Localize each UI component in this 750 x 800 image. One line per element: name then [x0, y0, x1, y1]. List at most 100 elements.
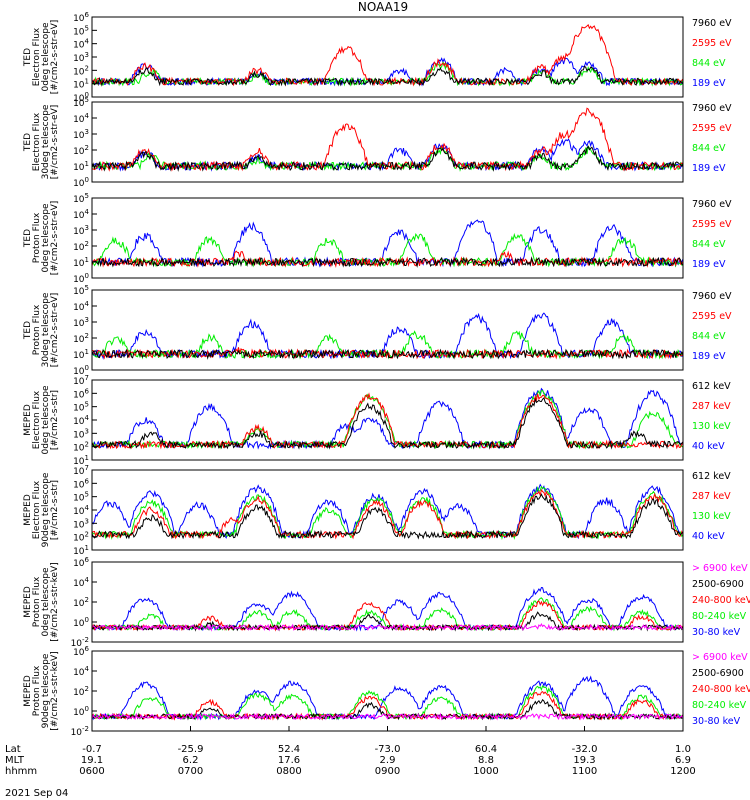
y-tick-label: 101 — [73, 256, 89, 269]
legend-entry: 240-800 keV — [692, 684, 750, 695]
y-tick-label: 107 — [73, 464, 89, 477]
y-tick-label: 107 — [73, 374, 89, 387]
y-tick-label: 104 — [73, 38, 89, 51]
panel-3: 100 101 102 103 104 105 TED Proton Flux 0deg tel… — [23, 192, 732, 285]
y-axis-label: 0deg telescope — [41, 567, 51, 637]
series-5-line — [91, 623, 684, 632]
y-axis-label: MEPED — [23, 494, 33, 526]
legend-entry: 7960 eV — [692, 18, 732, 29]
y-axis-label: 0deg telescope — [41, 385, 51, 455]
y-tick-label: 105 — [73, 192, 89, 205]
lat-tick-label: 60.4 — [475, 744, 497, 755]
series-4-line — [91, 145, 684, 172]
y-axis-label: TED — [23, 321, 33, 340]
y-tick-label: 101 — [73, 348, 89, 361]
y-tick-label: 103 — [73, 316, 89, 329]
series-3-line — [91, 488, 684, 540]
series-4-line — [91, 65, 684, 87]
y-tick-label: 100 — [73, 705, 89, 718]
y-tick-label: 106 — [73, 477, 89, 490]
panel-frame — [91, 197, 684, 279]
y-tick-label: 100 — [73, 176, 89, 189]
series-3-line — [91, 250, 684, 268]
legend-entry: 612 keV — [692, 471, 731, 482]
time-tick-label: 0700 — [178, 766, 203, 777]
lat-tick-label: -25.9 — [178, 744, 204, 755]
y-tick-label: 105 — [73, 491, 89, 504]
legend-entry: 7960 eV — [692, 291, 732, 302]
panel-7: 10-2 100 102 104 106 MEPED Proton Flux 0deg tel… — [23, 556, 750, 649]
legend-entry: 30-80 keV — [692, 627, 741, 638]
footer-row-label: Lat — [5, 744, 21, 755]
time-tick-label: 0800 — [276, 766, 301, 777]
y-tick-label: 106 — [73, 556, 89, 569]
y-axis-label: [#/cm2-s-str-keV] — [50, 562, 60, 641]
legend-entry: 40 keV — [692, 441, 725, 452]
series-1-line — [91, 387, 684, 450]
y-tick-label: 102 — [73, 596, 89, 609]
y-tick-label: 103 — [73, 51, 89, 64]
series-3-line — [91, 24, 684, 87]
y-axis-label: [#/cm2-s-str] — [50, 390, 60, 450]
legend-entry: 287 keV — [692, 401, 731, 412]
time-tick-label: 1100 — [572, 766, 597, 777]
series-2-line — [91, 389, 684, 450]
lat-tick-label: -73.0 — [375, 744, 401, 755]
footer-row-label: hhmm — [5, 766, 37, 777]
y-tick-label: 103 — [73, 427, 89, 440]
y-tick-label: 102 — [73, 531, 89, 544]
mlt-tick-label: 6.9 — [675, 755, 691, 766]
mlt-tick-label: 19.1 — [81, 755, 103, 766]
y-tick-label: 101 — [73, 78, 89, 91]
y-axis-label: Electron Flux — [32, 27, 42, 86]
footer-row-label: MLT — [5, 755, 25, 766]
series-4-line — [91, 256, 684, 268]
legend-entry: 2595 eV — [692, 219, 732, 230]
y-axis-label: TED — [23, 229, 33, 248]
y-tick-label: 104 — [73, 504, 89, 517]
legend-entry: 2595 eV — [692, 311, 732, 322]
y-tick-label: 103 — [73, 128, 89, 141]
lat-tick-label: 52.4 — [278, 744, 300, 755]
y-tick-label: 100 — [73, 272, 89, 285]
y-tick-label: 102 — [73, 685, 89, 698]
mlt-tick-label: 19.3 — [573, 755, 595, 766]
y-axis-label: 30deg telescope — [41, 292, 51, 367]
y-axis-label: 90deg telescope — [41, 653, 51, 728]
legend-entry: 287 keV — [692, 491, 731, 502]
y-tick-label: 104 — [73, 208, 89, 221]
y-tick-label: 106 — [73, 11, 89, 24]
y-tick-label: 101 — [73, 160, 89, 173]
legend-entry: 844 eV — [692, 143, 726, 154]
y-tick-label: 105 — [73, 284, 89, 297]
legend-entry: 189 eV — [692, 163, 726, 174]
legend-entry: > 6900 keV — [692, 563, 748, 574]
mlt-tick-label: 2.9 — [380, 755, 396, 766]
y-tick-label: 105 — [73, 24, 89, 37]
y-tick-label: 102 — [73, 64, 89, 77]
y-tick-label: 104 — [73, 414, 89, 427]
panel-frame — [91, 101, 684, 183]
legend-entry: 30-80 keV — [692, 716, 741, 727]
y-axis-label: TED — [23, 48, 33, 67]
chart-title: NOAA19 — [358, 0, 408, 14]
y-axis-label: MEPED — [23, 404, 33, 436]
legend-entry: 80-240 keV — [692, 700, 747, 711]
y-tick-label: 105 — [73, 96, 89, 109]
y-tick-label: 103 — [73, 517, 89, 530]
mlt-tick-label: 6.2 — [183, 755, 199, 766]
legend-entry: 612 keV — [692, 381, 731, 392]
y-axis-label: TED — [23, 133, 33, 152]
y-axis-label: 30deg telescope — [41, 104, 51, 179]
panel-4: 100 101 102 103 104 105 TED Proton Flux 30deg te… — [23, 284, 732, 377]
date-label: 2021 Sep 04 — [5, 788, 68, 799]
legend-entry: 189 eV — [692, 351, 726, 362]
series-4-line — [91, 397, 684, 450]
legend-entry: 7960 eV — [692, 103, 732, 114]
mlt-tick-label: 17.6 — [278, 755, 300, 766]
y-tick-label: 10-2 — [71, 636, 89, 649]
legend-entry: 844 eV — [692, 331, 726, 342]
